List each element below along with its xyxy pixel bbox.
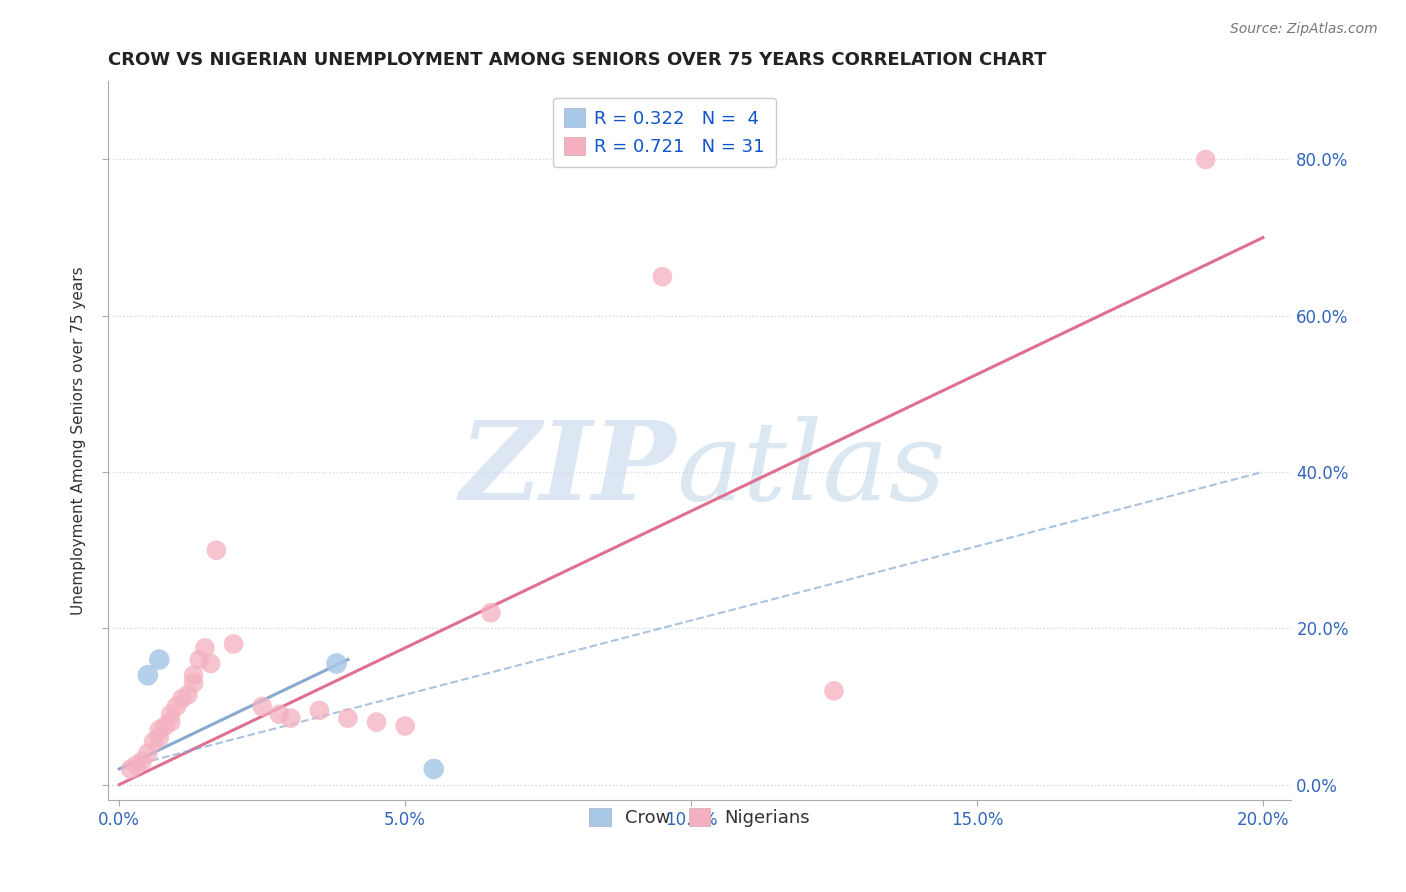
- Point: [194, 640, 217, 655]
- Point: [325, 657, 347, 671]
- Point: [153, 719, 176, 733]
- Point: [366, 715, 388, 730]
- Point: [142, 734, 165, 748]
- Point: [222, 637, 245, 651]
- Point: [165, 699, 187, 714]
- Point: [269, 707, 291, 722]
- Point: [148, 652, 170, 666]
- Point: [823, 683, 845, 698]
- Point: [131, 754, 153, 768]
- Text: ZIP: ZIP: [460, 416, 676, 524]
- Point: [172, 691, 194, 706]
- Point: [183, 676, 205, 690]
- Point: [394, 719, 416, 733]
- Legend: Crow, Nigerians: Crow, Nigerians: [582, 800, 817, 834]
- Point: [1195, 153, 1218, 167]
- Point: [205, 543, 228, 558]
- Point: [159, 707, 181, 722]
- Point: [479, 606, 502, 620]
- Point: [148, 723, 170, 737]
- Point: [250, 699, 273, 714]
- Point: [336, 711, 359, 725]
- Point: [148, 731, 170, 745]
- Point: [308, 703, 330, 717]
- Text: CROW VS NIGERIAN UNEMPLOYMENT AMONG SENIORS OVER 75 YEARS CORRELATION CHART: CROW VS NIGERIAN UNEMPLOYMENT AMONG SENI…: [108, 51, 1046, 69]
- Point: [159, 715, 181, 730]
- Point: [651, 269, 673, 284]
- Point: [120, 762, 142, 776]
- Text: atlas: atlas: [676, 416, 946, 524]
- Point: [125, 758, 148, 772]
- Point: [280, 711, 302, 725]
- Point: [177, 688, 200, 702]
- Y-axis label: Unemployment Among Seniors over 75 years: Unemployment Among Seniors over 75 years: [72, 267, 86, 615]
- Point: [183, 668, 205, 682]
- Text: Source: ZipAtlas.com: Source: ZipAtlas.com: [1230, 22, 1378, 37]
- Point: [422, 762, 444, 776]
- Point: [200, 657, 222, 671]
- Point: [136, 747, 159, 761]
- Point: [136, 668, 159, 682]
- Point: [188, 652, 211, 666]
